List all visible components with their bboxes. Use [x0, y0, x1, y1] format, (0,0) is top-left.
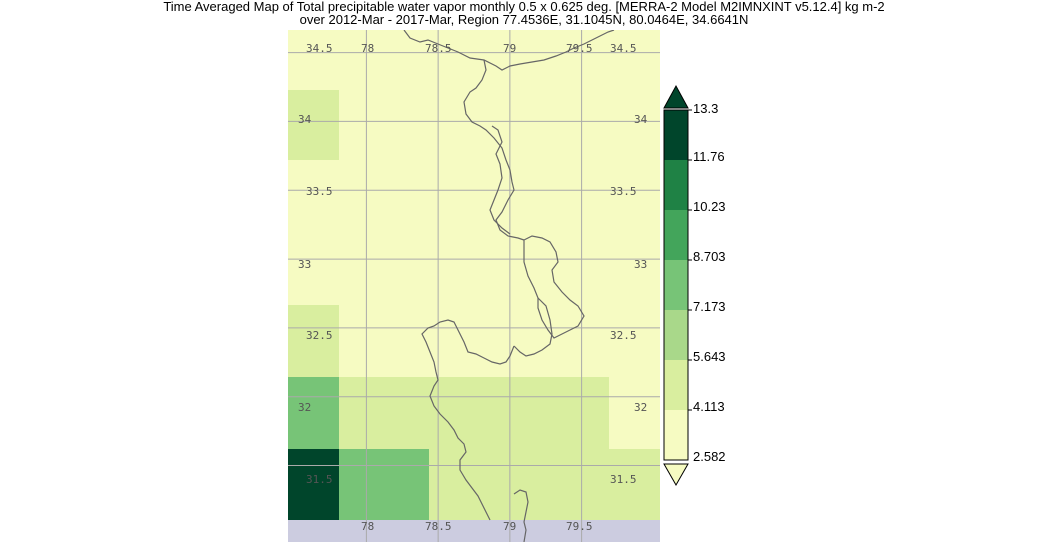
lon-label-bottom: 79.5 [566, 520, 593, 533]
right-latitude-labels: 31.5 32 32.5 33 33.5 34 34.5 [610, 42, 648, 486]
lat-label-left: 34 [298, 113, 312, 126]
lat-label-left: 33 [298, 258, 311, 271]
data-cell [339, 449, 429, 520]
border-line [489, 125, 511, 235]
colorbar-swatch [664, 360, 688, 410]
lon-label-top: 79 [503, 42, 516, 55]
lat-label-right: 33 [634, 258, 647, 271]
map-plot[interactable]: 78 78.5 79 79.5 78 78.5 79 79.5 31.5 32 … [288, 30, 660, 542]
colorbar-swatch [664, 260, 688, 310]
left-latitude-labels: 31.5 32 32.5 33 33.5 34 34.5 [298, 42, 333, 486]
colorbar-swatch [664, 160, 688, 210]
colorbar-label: 4.113 [693, 399, 725, 414]
border-line [403, 30, 615, 71]
colorbar-label: 7.173 [693, 299, 726, 314]
lat-label-right: 34 [634, 113, 648, 126]
lon-label-top: 78.5 [425, 42, 452, 55]
colorbar-label: 11.76 [693, 149, 725, 164]
colorbar-label: 8.703 [693, 249, 726, 264]
border-line [513, 489, 529, 542]
lat-label-right: 32.5 [610, 329, 637, 342]
lat-label-left: 32 [298, 401, 311, 414]
colorbar: 13.3 11.76 10.23 8.703 7.173 5.643 4.113… [660, 84, 760, 494]
colorbar-label: 13.3 [693, 101, 718, 116]
data-cell [429, 449, 660, 520]
colorbar-label: 2.582 [693, 449, 726, 464]
data-cell [288, 449, 339, 520]
lon-label-top: 78 [361, 42, 374, 55]
colorbar-swatch [664, 310, 688, 360]
lat-label-left: 34.5 [306, 42, 333, 55]
nodata-strip [288, 520, 660, 542]
data-cell [339, 377, 609, 449]
bottom-longitude-labels: 78 78.5 79 79.5 [361, 520, 593, 533]
colorbar-labels: 13.3 11.76 10.23 8.703 7.173 5.643 4.113… [693, 101, 726, 464]
border-line [421, 319, 515, 521]
data-cell [288, 305, 339, 377]
map-title: Time Averaged Map of Total precipitable … [0, 0, 1048, 26]
lat-label-left: 33.5 [306, 185, 333, 198]
colorbar-outline [663, 109, 689, 461]
data-cell [288, 90, 339, 160]
lat-label-right: 31.5 [610, 473, 637, 486]
colorbar-swatch [664, 110, 688, 160]
colorbar-swatches [663, 109, 692, 461]
border-line [513, 297, 553, 357]
colorbar-swatch [664, 210, 688, 260]
lat-label-right: 33.5 [610, 185, 637, 198]
data-cells [288, 90, 660, 520]
data-cell [288, 377, 339, 449]
map-title-line1: Time Averaged Map of Total precipitable … [163, 0, 885, 14]
lon-label-top: 79.5 [566, 42, 593, 55]
colorbar-label: 10.23 [693, 199, 726, 214]
region-borders [403, 30, 615, 542]
border-line [523, 235, 585, 339]
graticule [288, 30, 660, 542]
colorbar-label: 5.643 [693, 349, 726, 364]
lon-label-bottom: 79 [503, 520, 516, 533]
top-longitude-labels: 78 78.5 79 79.5 [361, 42, 593, 55]
lat-label-right: 32 [634, 401, 647, 414]
colorbar-under-arrow [663, 463, 689, 487]
colorbar-over-arrow [663, 84, 689, 109]
colorbar-swatch [664, 410, 688, 460]
lat-label-right: 34.5 [610, 42, 637, 55]
lon-label-bottom: 78.5 [425, 520, 452, 533]
lat-label-left: 31.5 [306, 473, 333, 486]
lon-label-bottom: 78 [361, 520, 374, 533]
lat-label-left: 32.5 [306, 329, 333, 342]
map-title-line2: over 2012-Mar - 2017-Mar, Region 77.4536… [299, 12, 749, 27]
